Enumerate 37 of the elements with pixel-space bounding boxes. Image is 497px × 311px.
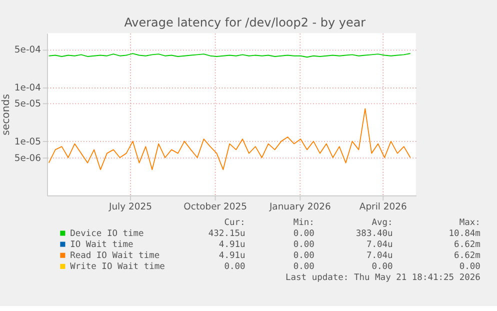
x-tick-label: January 2026: [268, 202, 331, 213]
legend-label: Write IO Wait time: [70, 262, 165, 272]
x-tick-label: April 2026: [359, 202, 407, 213]
x-tick-label: July 2025: [108, 202, 152, 213]
text: Avg:: [372, 218, 393, 228]
text: 432.15u: [208, 228, 246, 239]
text: 0.00: [293, 251, 314, 262]
legend-label: Read IO Wait time: [70, 251, 160, 262]
text: 383.40u: [356, 228, 393, 239]
text: 7.04u: [366, 251, 393, 262]
text: 7.04u: [366, 240, 393, 250]
legend-label: IO Wait time: [70, 240, 134, 250]
y-tick-label: 1e-05: [14, 136, 42, 148]
y-axis-title: seconds: [0, 94, 12, 136]
text: 6.62m: [454, 240, 480, 250]
text: 4.91u: [218, 240, 246, 250]
text: 10.84m: [448, 228, 480, 239]
legend-label: Device IO time: [70, 228, 144, 239]
text: Min:: [293, 218, 314, 228]
text: Last update: Thu May 21 18:41:25 2026: [285, 273, 480, 284]
y-tick-label: 1e-04: [14, 82, 42, 94]
text: Cur:: [224, 218, 246, 228]
text: 0.00: [293, 228, 314, 239]
text: 0.00: [372, 262, 393, 272]
y-tick-label: 5e-04: [14, 44, 42, 56]
text: Max:: [459, 218, 480, 228]
text: 0.00: [293, 240, 314, 250]
text: 0.00: [459, 262, 480, 272]
line-series: [48, 108, 411, 170]
text: 0.00: [293, 262, 314, 272]
text: 0.00: [224, 262, 246, 272]
text: 4.91u: [218, 251, 246, 262]
chart-title: Average latency for /dev/loop2 - by year: [124, 16, 366, 30]
x-tick-label: October 2025: [184, 202, 248, 213]
text: 6.62m: [454, 251, 480, 262]
y-tick-label: 5e-05: [14, 98, 42, 110]
y-tick-label: 5e-06: [14, 152, 42, 164]
